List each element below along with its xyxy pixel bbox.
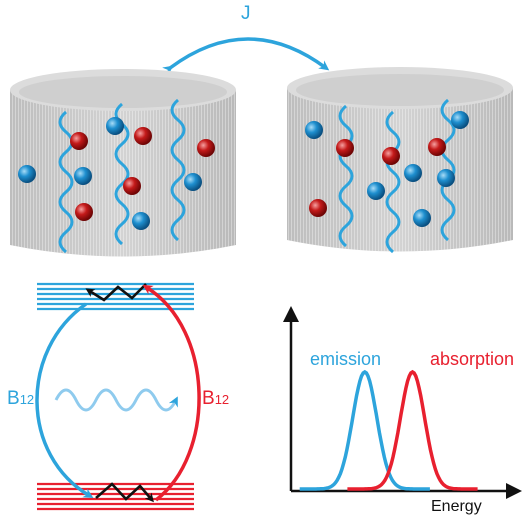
red-bead [428,138,446,156]
red-bead [75,203,93,221]
red-bead [123,177,141,195]
energy-axis-label: Energy [431,498,482,515]
coupling-arrow [162,37,330,76]
b12-right-sub: 12 [214,392,230,407]
spectrum-axes [283,306,522,499]
polymer-chain [440,98,456,242]
b12-left-sub: 12 [19,392,35,407]
red-bead [70,132,88,150]
left-beads [18,117,215,230]
blue-bead [18,165,36,183]
polymer-chain [385,110,401,254]
b12-left-label: B12 [7,388,34,410]
coupling-label: J [241,3,251,24]
b12-right-main: B [202,388,215,409]
upper-relaxation-arrow [85,283,147,302]
b12-right-label: B12 [202,388,229,410]
emission-curve [299,369,430,491]
lower-relaxation-arrow [95,482,154,503]
red-bead [336,139,354,157]
polymer-chain [170,98,186,242]
emission-transition-arrow [35,302,94,499]
blue-bead [451,111,469,129]
left-cylinder [10,69,236,257]
blue-bead [106,117,124,135]
emission-label: emission [310,349,382,369]
right-polymer-chains [338,98,456,254]
b12-left-main: B [7,388,20,409]
blue-bead [413,209,431,227]
blue-bead [132,212,150,230]
absorption-curve [347,369,478,491]
absorption-label: absorption [430,349,515,369]
blue-bead [184,173,202,191]
red-bead [134,127,152,145]
right-beads [305,111,469,227]
blue-bead [305,121,323,139]
polymer-chain [338,104,354,248]
blue-bead [437,169,455,187]
absorption-transition-arrow [142,284,201,502]
polymer-chain [58,110,74,254]
blue-bead [74,167,92,185]
red-bead [309,199,327,217]
photon-wave-arrow [54,388,178,412]
right-cylinder [287,67,513,252]
blue-bead [367,182,385,200]
red-bead [382,147,400,165]
blue-bead [404,164,422,182]
red-bead [197,139,215,157]
